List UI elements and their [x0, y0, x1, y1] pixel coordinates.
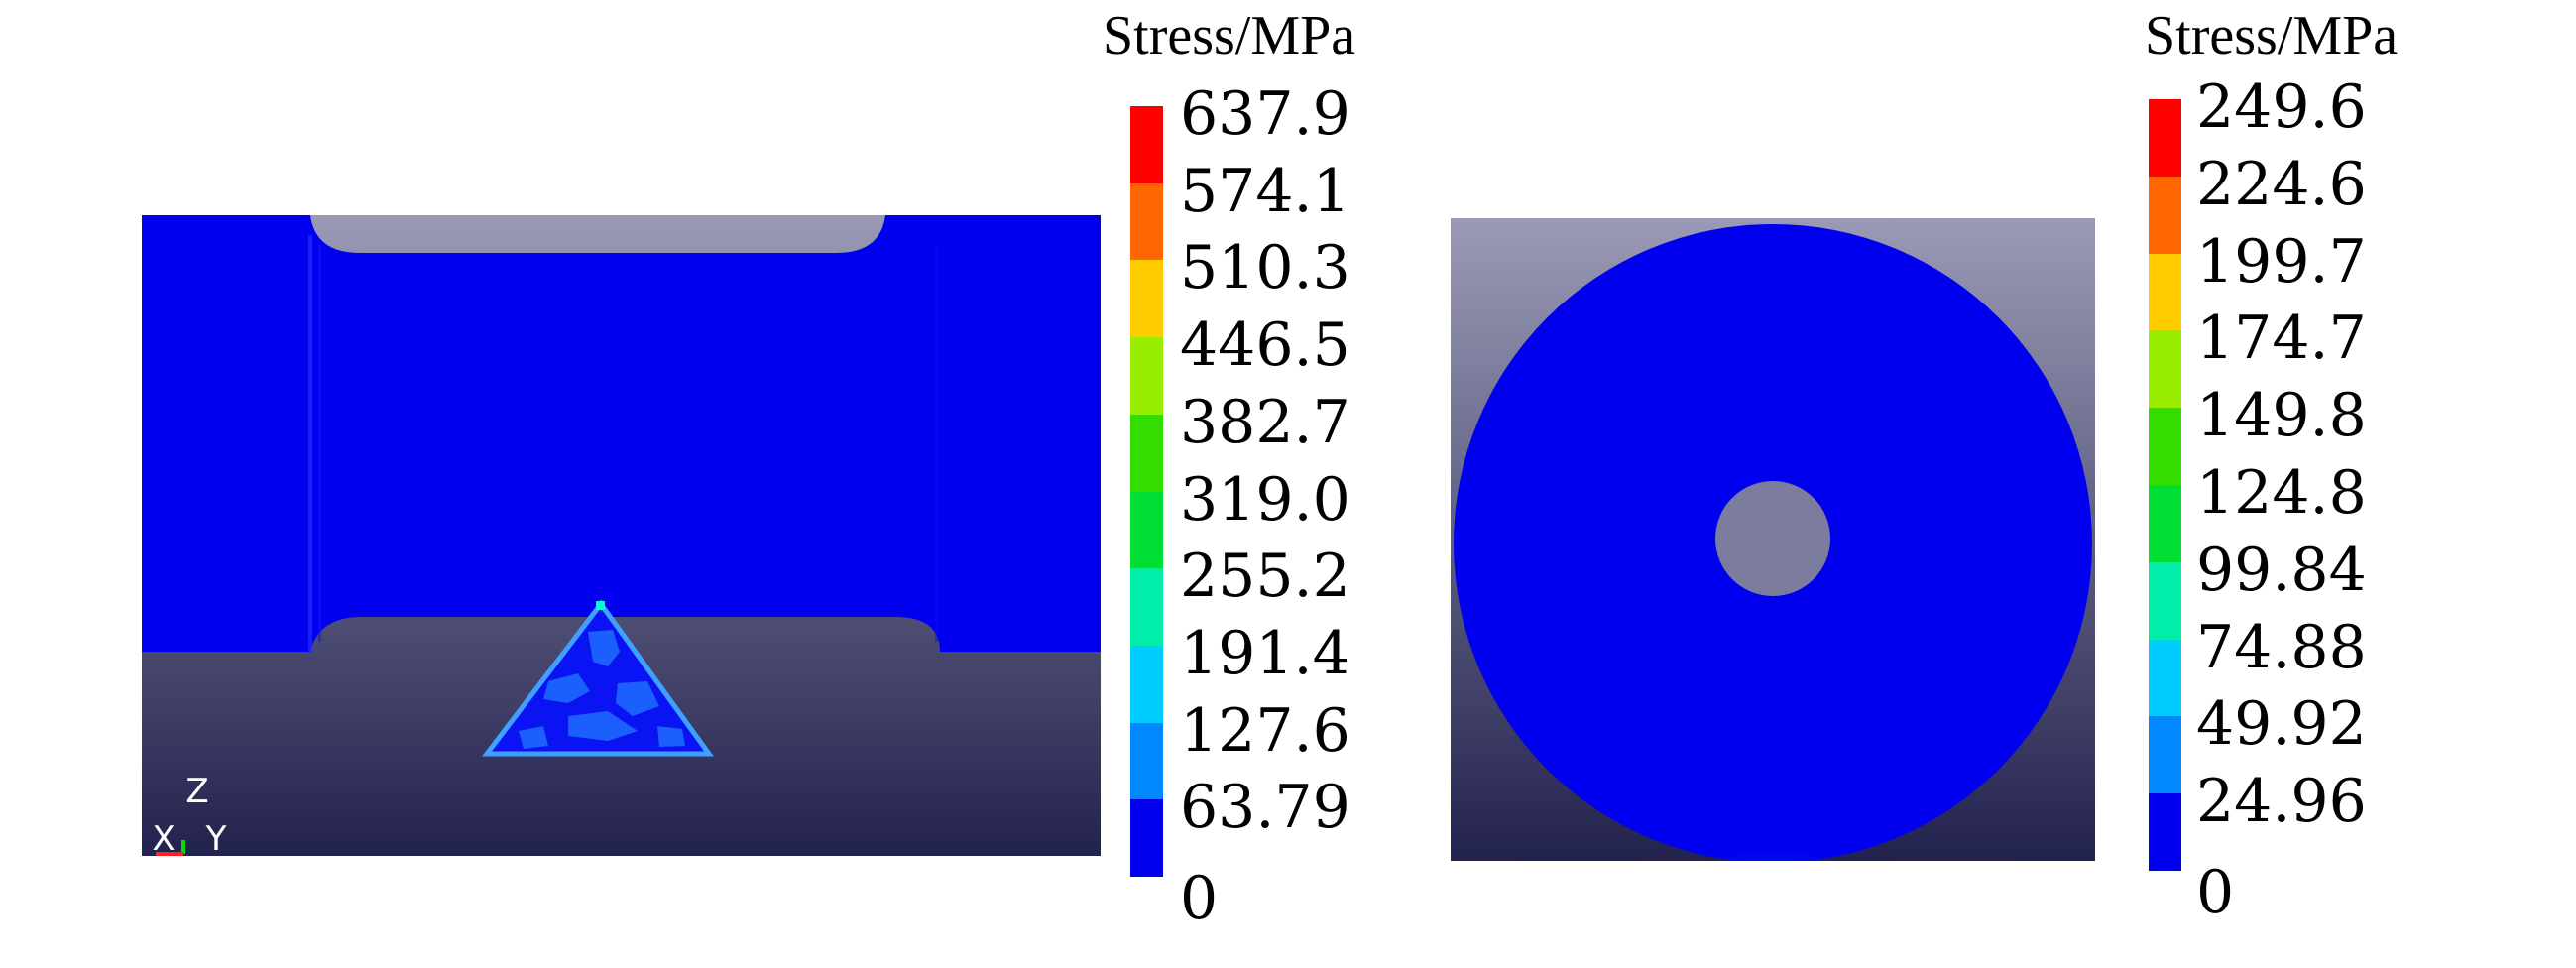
legend-swatch	[1130, 260, 1163, 338]
legend-label: 574.1	[1180, 156, 1350, 226]
legend-swatch	[2149, 253, 2181, 331]
legend-color-bar	[1130, 106, 1163, 878]
legend-swatch	[1130, 722, 1163, 800]
legend-label: 127.6	[1180, 695, 1350, 766]
legend-label: 174.7	[2196, 303, 2367, 374]
legend-label: 63.79	[1180, 773, 1350, 843]
legend-label: 49.92	[2196, 689, 2367, 760]
legend-swatch	[2149, 485, 2181, 563]
legend-label: 446.5	[1180, 310, 1350, 381]
front-view-viewport	[1451, 218, 2095, 861]
legend-swatch	[1130, 645, 1163, 724]
legend-swatch	[2149, 561, 2181, 641]
triad-y-label: Y	[205, 819, 227, 856]
legend-label: 124.8	[2196, 458, 2367, 528]
legend-swatch	[1130, 568, 1163, 647]
side-view-viewport: Z X Y	[142, 215, 1101, 856]
legend-label: 191.4	[1180, 618, 1350, 688]
legend-swatch	[2149, 330, 2181, 409]
shaft-body	[142, 215, 1101, 652]
legend-swatch	[2149, 716, 2181, 794]
legend-label: 382.7	[1180, 387, 1350, 457]
legend-title: Stress/MPa	[2145, 5, 2399, 66]
legend-label: 249.6	[2196, 72, 2367, 142]
legend-swatch	[1130, 414, 1163, 492]
legend-label: 319.0	[1180, 464, 1350, 535]
triad-z-label: Z	[185, 772, 208, 811]
contact-point	[596, 601, 605, 610]
legend-label: 224.6	[2196, 149, 2367, 219]
side-view-model: Z X Y	[142, 215, 1101, 856]
legend-swatch	[1130, 491, 1163, 569]
legend-swatch	[1130, 106, 1163, 184]
legend-label: 510.3	[1180, 233, 1350, 303]
center-hole	[1715, 481, 1830, 596]
contour-patch	[519, 630, 685, 749]
legend-title: Stress/MPa	[1103, 5, 1356, 66]
legend-label: 0	[2196, 858, 2235, 927]
fillet-highlight	[318, 245, 321, 642]
legend-label: 637.9	[1180, 79, 1350, 149]
legend-swatch	[2149, 639, 2181, 717]
legend-label: 74.88	[2196, 612, 2367, 682]
front-view-model	[1451, 218, 2095, 861]
legend-swatch	[2149, 99, 2181, 178]
legend-swatch	[2149, 408, 2181, 486]
triad-x-label: X	[152, 819, 175, 856]
legend-swatch	[1130, 799, 1163, 878]
legend-label: 24.96	[2196, 767, 2367, 837]
legend-swatch	[1130, 182, 1163, 261]
legend-label: 99.84	[2196, 535, 2367, 605]
fillet-highlight	[308, 235, 312, 652]
triangular-support	[481, 599, 714, 757]
legend-swatch	[1130, 337, 1163, 416]
fillet-highlight	[935, 245, 938, 642]
legend-label: 199.7	[2196, 226, 2367, 297]
coordinate-triad: Z X Y	[152, 772, 227, 856]
stress-concentration	[1565, 712, 1981, 861]
legend-color-bar	[2149, 99, 2181, 872]
legend-label: 255.2	[1180, 542, 1350, 612]
legend-swatch	[2149, 176, 2181, 255]
legend-label: 149.8	[2196, 381, 2367, 451]
legend-label: 0	[1180, 864, 1219, 933]
legend-swatch	[2149, 793, 2181, 872]
